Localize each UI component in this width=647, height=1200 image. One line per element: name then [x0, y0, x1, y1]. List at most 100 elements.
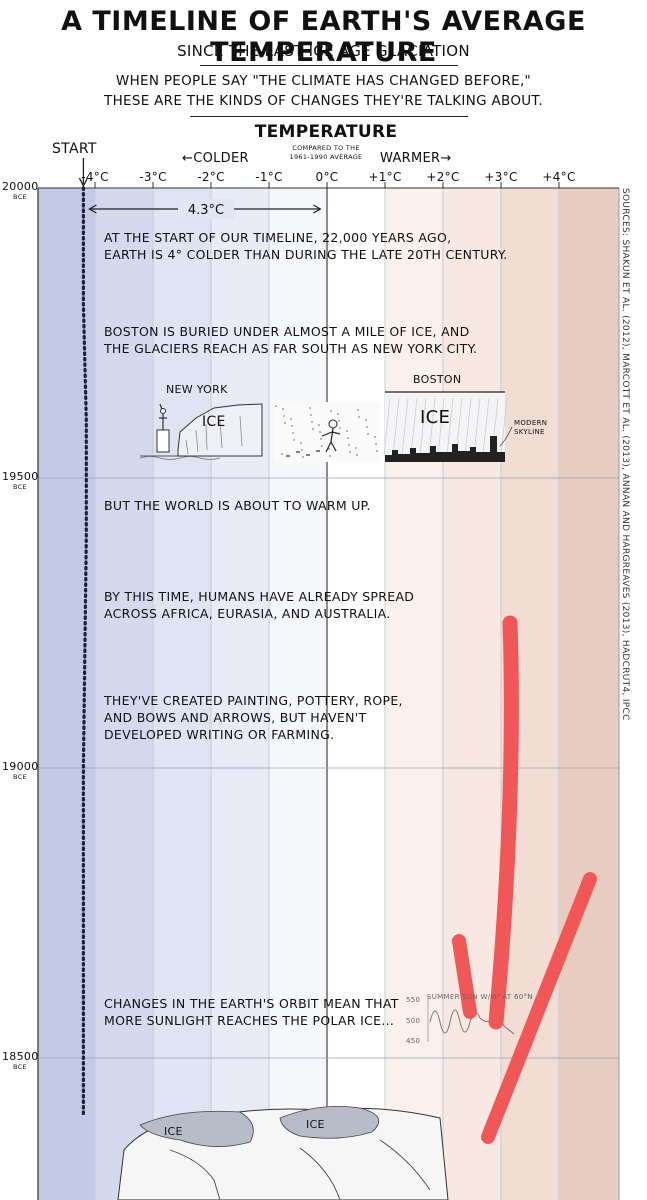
snowfield — [274, 402, 380, 462]
modern-skyline-label: MODERN SKYLINE — [514, 419, 548, 436]
snowflake — [338, 420, 340, 422]
note-line: ACROSS AFRICA, EURASIA, AND AUSTRALIA. — [104, 606, 391, 621]
insolation-tick-450: 450 — [406, 1037, 421, 1045]
difference-label-bg — [178, 199, 234, 219]
snowflake — [291, 425, 293, 427]
snowflake — [302, 456, 304, 458]
snowflake — [366, 426, 368, 428]
note-line: MORE SUNLIGHT REACHES THE POLAR ICE... — [104, 1013, 395, 1028]
walker-figure — [321, 427, 341, 453]
snowflake — [309, 407, 311, 409]
snowflake — [283, 415, 285, 417]
ice-hatching — [473, 397, 481, 456]
temperature-band — [327, 188, 385, 1200]
note-line: THEY'VE CREATED PAINTING, POTTERY, ROPE, — [104, 693, 403, 708]
snowflake — [312, 428, 314, 430]
title-divider — [200, 65, 458, 66]
snowflake — [355, 447, 357, 449]
difference-arrow-head-left — [88, 204, 97, 214]
snowflake — [349, 451, 351, 453]
start-arrow-head — [78, 177, 88, 188]
note-inventions: THEY'VE CREATED PAINTING, POTTERY, ROPE,… — [104, 692, 403, 743]
eurasia-ice-sheet — [279, 1105, 380, 1139]
x-tick-label: -2°C — [197, 170, 225, 184]
note-line: DEVELOPED WRITING OR FARMING. — [104, 727, 335, 742]
walker-head — [328, 419, 338, 429]
insolation-tick-500: 500 — [406, 1017, 421, 1025]
snowflake — [318, 424, 320, 426]
snowflake — [329, 455, 331, 457]
snowflake — [319, 431, 321, 433]
temperature-series-line — [81, 186, 88, 1118]
snowflake — [301, 449, 303, 451]
snowflake — [348, 444, 350, 446]
red-annotation-stroke — [452, 934, 477, 1019]
ice-hatching — [383, 397, 391, 456]
note-line: BY THIS TIME, HUMANS HAVE ALREADY SPREAD — [104, 589, 415, 604]
ice-hatching — [464, 397, 472, 456]
axis-subtitle-line-1: COMPARED TO THE — [292, 144, 360, 152]
snowflake — [365, 419, 367, 421]
temperature-band — [559, 188, 619, 1200]
x-tick-label: 0°C — [315, 170, 339, 184]
note-line: AT THE START OF OUR TIMELINE, 22,000 YEA… — [104, 230, 452, 245]
ice-hatching — [437, 397, 445, 456]
snowflake — [367, 433, 369, 435]
y-tick-suffix: BCE — [13, 483, 27, 491]
boston-label: BOSTON — [413, 373, 462, 386]
snowflake — [290, 418, 292, 420]
note-warm-up: BUT THE WORLD IS ABOUT TO WARM UP. — [104, 497, 371, 514]
intro-line-1: WHEN PEOPLE SAY "THE CLIMATE HAS CHANGED… — [115, 73, 532, 89]
x-tick-label: +3°C — [484, 170, 518, 184]
glacier-hatching — [185, 415, 243, 455]
map-ice-label-2: ICE — [306, 1118, 325, 1131]
x-tick-label: +4°C — [542, 170, 576, 184]
ice-hatching — [401, 397, 409, 456]
y-tick-suffix: BCE — [13, 1063, 27, 1071]
snowflake — [281, 453, 283, 455]
ice-hatching — [410, 397, 418, 456]
snowflake — [356, 454, 358, 456]
ny-ice-label: ICE — [202, 414, 226, 430]
temperature-band — [385, 188, 443, 1200]
y-tick-label: 19000 — [2, 760, 39, 773]
snowflake — [374, 436, 376, 438]
y-tick-label: 18500 — [2, 1050, 39, 1063]
snowflake — [293, 439, 295, 441]
new-york-label: NEW YORK — [166, 383, 228, 396]
snowflake — [328, 448, 330, 450]
snowflake — [292, 432, 294, 434]
note-line: AND BOWS AND ARROWS, BUT HAVEN'T — [104, 710, 367, 725]
note-line: BUT THE WORLD IS ABOUT TO WARM UP. — [104, 498, 371, 513]
snowflake — [300, 442, 302, 444]
snowflake — [375, 443, 377, 445]
note-start: AT THE START OF OUR TIMELINE, 22,000 YEA… — [104, 229, 508, 263]
x-tick-label: +2°C — [426, 170, 460, 184]
snowflake — [357, 409, 359, 411]
x-tick-label: +1°C — [368, 170, 402, 184]
axis-title: TEMPERATURE — [254, 122, 398, 142]
snowflake — [284, 422, 286, 424]
red-annotation-stroke — [488, 615, 519, 1030]
note-orbit: CHANGES IN THE EARTH'S ORBIT MEAN THAT M… — [104, 995, 399, 1029]
start-label: START — [52, 141, 97, 157]
difference-label: 4.3°C — [188, 203, 224, 218]
map-ice-label-1: ICE — [164, 1125, 183, 1138]
x-tick-label: -3°C — [139, 170, 167, 184]
statue-of-liberty-pedestal — [156, 429, 170, 453]
note-line: THE GLACIERS REACH AS FAR SOUTH AS NEW Y… — [104, 341, 478, 356]
x-tick-label: -4°C — [81, 170, 109, 184]
boston-ice-label: ICE — [420, 407, 451, 428]
snowflake — [376, 450, 378, 452]
insolation-tick-550: 550 — [406, 996, 421, 1004]
boston-skyline — [385, 436, 505, 462]
footprints — [286, 450, 320, 457]
ice-hatching — [419, 397, 427, 456]
north-america-ice-sheet — [139, 1110, 254, 1147]
skyline-pointer — [499, 426, 513, 447]
temperature-band — [211, 188, 269, 1200]
axis-subtitle-line-2: 1961-1990 AVERAGE — [289, 153, 363, 161]
ice-hatching — [428, 397, 436, 456]
ice-hatching — [392, 397, 400, 456]
intro-divider — [190, 116, 468, 117]
